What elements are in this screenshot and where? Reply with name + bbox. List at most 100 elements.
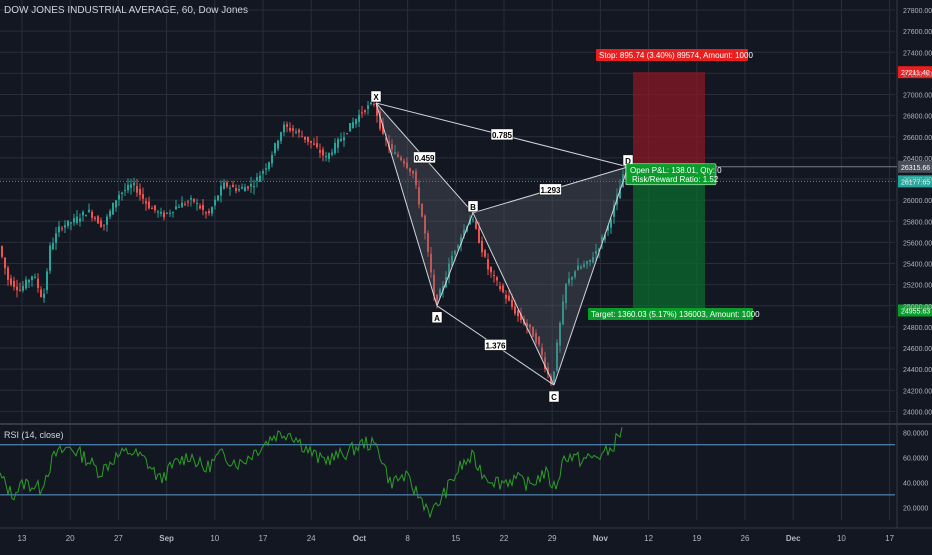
pattern-leg: [553, 166, 629, 386]
price-tick-label: 26200.00: [903, 177, 932, 184]
candle-body: [187, 201, 189, 203]
rsi-tick-label: 80.0000: [903, 430, 928, 437]
candle-body: [400, 157, 402, 161]
pattern-point-box: [467, 200, 479, 213]
candle-body: [352, 122, 354, 128]
candle-body: [433, 274, 435, 296]
candle-body: [316, 143, 318, 148]
time-tick-label: 10: [837, 534, 846, 543]
candle-body: [439, 289, 441, 298]
candle-body: [529, 324, 531, 328]
candle-body: [229, 187, 231, 189]
candle-body: [265, 168, 267, 170]
candle-body: [163, 212, 165, 218]
candle-body: [364, 110, 366, 113]
time-tick-label: 12: [644, 534, 653, 543]
candle-body: [244, 187, 246, 192]
candle-body: [82, 211, 84, 216]
candle-body: [421, 203, 423, 217]
candle-body: [403, 160, 405, 164]
candle-body: [424, 215, 426, 234]
pnl-label: Open P&L: 138.01, Qty: 0: [630, 166, 722, 175]
pattern-point-box: [548, 390, 560, 403]
candle-body: [337, 139, 339, 148]
candle-body: [493, 274, 495, 276]
candle-body: [397, 154, 399, 157]
price-tick-label: 25200.00: [903, 283, 932, 290]
price-tick-label: 24200.00: [903, 388, 932, 395]
candle-body: [247, 186, 249, 189]
ratio-label-box: [539, 183, 562, 196]
time-tick-label: 20: [66, 534, 75, 543]
target-label-box: [588, 308, 753, 320]
pattern-triangle-xab: [376, 102, 473, 306]
candle-body: [382, 123, 384, 134]
candle-body: [292, 128, 294, 131]
candle-body: [544, 357, 546, 369]
candle-body: [172, 211, 174, 213]
candle-body: [196, 202, 198, 204]
candle-body: [205, 212, 207, 214]
candle-body: [4, 257, 6, 269]
candle-body: [85, 215, 87, 217]
candle-body: [325, 156, 327, 158]
price-tick-label: 25400.00: [903, 262, 932, 269]
current-price-tag-box: [898, 175, 932, 188]
candle-body: [481, 240, 483, 253]
candle-body: [505, 294, 507, 299]
candle-body: [463, 229, 465, 236]
candle-body: [331, 152, 333, 155]
candle-body: [490, 266, 492, 273]
candle-body: [460, 237, 462, 245]
candle-body: [259, 175, 261, 182]
price-tick-label: 27200.00: [903, 71, 932, 78]
candle-body: [49, 245, 51, 271]
candle-body: [307, 136, 309, 142]
candle-body: [367, 105, 369, 109]
candle-body: [619, 186, 621, 199]
candle-body: [130, 184, 132, 188]
ratio-label-box: [490, 128, 514, 141]
pattern-point-box: [431, 311, 443, 324]
rsi-series: [0, 427, 895, 518]
candle-body: [202, 204, 204, 210]
candle-body: [526, 322, 528, 327]
candle-body: [16, 286, 18, 291]
candle-body: [301, 136, 303, 138]
target-zone: [633, 166, 705, 311]
price-tick-label: 24400.00: [903, 367, 932, 374]
candle-body: [193, 198, 195, 202]
candle-body: [613, 204, 615, 217]
candle-body: [502, 285, 504, 293]
candle-body: [583, 264, 585, 267]
candle-body: [67, 220, 69, 227]
candle-body: [361, 112, 363, 114]
candle-body: [430, 253, 432, 273]
candle-body: [109, 210, 111, 217]
candle-body: [58, 226, 60, 233]
time-tick-label: 19: [692, 534, 701, 543]
candle-body: [7, 267, 9, 280]
candle-body: [379, 111, 381, 129]
candle-body: [28, 280, 30, 283]
candle-body: [133, 182, 135, 186]
candle-body: [451, 255, 453, 266]
rsi-tick-label: 40.0000: [903, 480, 928, 487]
candle-body: [115, 200, 117, 208]
candle-body: [436, 294, 438, 304]
candle-body: [376, 103, 378, 116]
candle-body: [220, 185, 222, 196]
candle-body: [322, 149, 324, 156]
candle-body: [388, 141, 390, 148]
candle-body: [97, 216, 99, 224]
harmonic-pattern[interactable]: 0.785 0.459 1.293 1.376 X A B C D: [370, 90, 634, 403]
candle-body: [79, 218, 81, 222]
candle-body: [70, 222, 72, 224]
pnl-box: [625, 163, 717, 186]
candle-body: [169, 212, 171, 214]
price-tick-label: 26800.00: [903, 114, 932, 121]
candle-body: [562, 301, 564, 325]
